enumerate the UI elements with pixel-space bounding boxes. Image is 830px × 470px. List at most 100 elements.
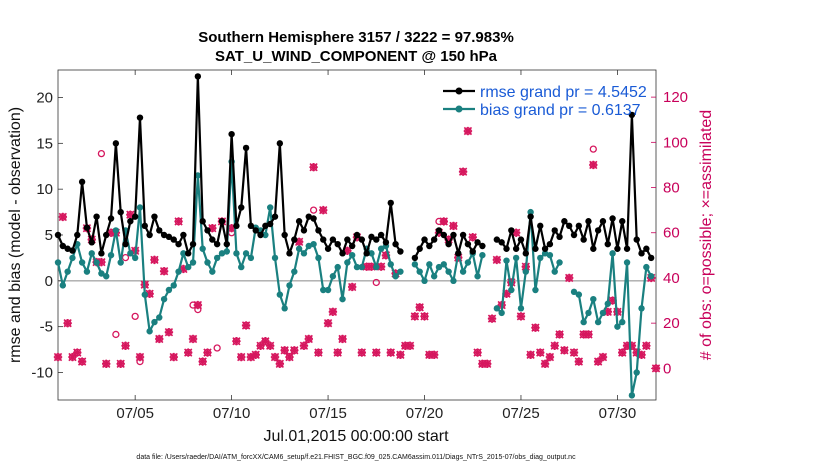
obs-assimilated-marker <box>603 307 612 317</box>
g-bias-point <box>204 259 211 266</box>
g-bias-point <box>266 204 274 211</box>
legend-rmse-marker <box>455 87 463 95</box>
obs-assimilated-marker <box>492 255 502 265</box>
obs-assimilated-marker <box>232 337 241 346</box>
g-rmse-point <box>146 231 153 239</box>
g-bias-point <box>594 318 602 326</box>
obs-assimilated-marker <box>444 235 453 244</box>
obs-assimilated-marker <box>106 228 116 237</box>
obs-assimilated-marker <box>483 359 492 369</box>
g-rmse-point <box>541 245 549 252</box>
obs-assimilated-marker <box>550 341 559 350</box>
g-rmse-point <box>204 227 211 234</box>
g-rmse-point <box>329 236 337 243</box>
obs-possible-marker <box>589 145 597 153</box>
g-rmse-point <box>508 227 515 234</box>
g-rmse-point <box>604 240 611 248</box>
obs-assimilated-marker <box>584 330 593 339</box>
obs-assimilated-marker <box>304 334 313 344</box>
x-axis: 07/05 07/10 07/15 07/20 07/25 07/30 <box>116 70 636 422</box>
g-bias-point <box>590 295 597 303</box>
g-bias-point <box>368 250 375 257</box>
y-tick-label: 0 <box>45 273 53 290</box>
obs-assimilated-marker <box>632 348 641 357</box>
g-bias-point <box>305 242 312 250</box>
obs-assimilated-marker <box>290 346 299 355</box>
obs-assimilated-marker <box>121 341 130 350</box>
g-rmse-point <box>271 213 279 220</box>
g-bias-point <box>416 268 423 275</box>
obs-assimilated-marker <box>338 334 347 344</box>
obs-assimilated-marker <box>618 348 627 357</box>
g-bias-point <box>580 318 587 326</box>
g-rmse-point <box>136 114 144 121</box>
g-rmse-point <box>594 227 602 234</box>
g-bias-point <box>151 318 158 326</box>
g-bias-point <box>599 309 607 317</box>
g-rmse-point <box>291 236 298 243</box>
obs-assimilated-marker <box>381 251 391 260</box>
g-rmse-point <box>368 233 375 241</box>
g-rmse-point <box>599 218 607 225</box>
g-bias-point <box>508 286 515 294</box>
g-bias-point <box>218 250 226 257</box>
y2-tick-label: 80 <box>663 180 680 197</box>
g-bias-point <box>320 286 327 294</box>
obs-assimilated-marker <box>579 330 588 339</box>
obs-assimilated-marker <box>270 352 280 362</box>
obs-assimilated-marker <box>574 357 584 366</box>
obs-assimilated-marker <box>145 289 154 298</box>
g-rmse-point <box>575 222 583 230</box>
obs-assimilated-marker <box>77 357 87 366</box>
g-rmse-point <box>585 218 592 225</box>
g-bias-point <box>570 288 578 296</box>
obs-assimilated-marker <box>396 350 405 359</box>
obs-assimilated-marker <box>439 217 449 226</box>
g-rmse-point <box>310 215 317 222</box>
obs-assimilated-marker <box>516 312 526 321</box>
obs-assimilated-marker <box>425 350 434 359</box>
obs-assimilated-marker <box>531 323 540 332</box>
g-rmse-point <box>522 250 529 257</box>
obs-assimilated-marker <box>608 296 617 305</box>
g-rmse-point <box>305 213 312 220</box>
obs-assimilated-marker <box>410 312 420 321</box>
chart-title: Southern Hemisphere 3157 / 3222 = 97.983… <box>198 29 514 46</box>
g-rmse-point <box>416 245 423 252</box>
obs-assimilated-marker <box>198 357 207 366</box>
g-rmse-point <box>194 73 202 80</box>
g-bias-point <box>141 291 149 298</box>
x-tick-label: 07/30 <box>599 405 637 422</box>
g-rmse-point <box>633 236 640 243</box>
obs-assimilated-marker <box>642 341 651 350</box>
g-rmse-point <box>556 233 563 241</box>
g-bias-point <box>609 250 616 257</box>
g-bias-point <box>551 268 558 275</box>
y2-tick-label: 0 <box>663 360 671 377</box>
x-tick-label: 07/05 <box>116 405 154 422</box>
g-rmse-point <box>464 240 472 248</box>
obs-assimilated-marker <box>405 341 415 350</box>
g-rmse-point <box>565 222 573 230</box>
g-bias-point <box>329 273 337 280</box>
g-bias-point <box>64 268 71 275</box>
g-bias-point <box>503 257 510 264</box>
y2-tick-label: 40 <box>663 270 680 287</box>
g-bias-point <box>117 259 124 266</box>
g-bias-point <box>522 268 529 275</box>
g-rmse-point <box>455 250 462 257</box>
y2-tick-label: 60 <box>663 225 680 242</box>
g-rmse-point <box>141 222 149 230</box>
obs-assimilated-marker <box>280 346 289 355</box>
obs-assimilated-marker <box>68 352 77 362</box>
g-rmse-point <box>228 130 235 138</box>
g-bias-point <box>633 369 640 376</box>
g-rmse-point <box>189 240 197 248</box>
obs-assimilated-marker <box>507 278 516 287</box>
g-rmse-point <box>175 240 182 248</box>
g-bias-point <box>512 254 520 262</box>
g-bias-point <box>199 245 206 252</box>
g-bias-point <box>194 172 202 179</box>
g-bias-point <box>392 273 399 280</box>
